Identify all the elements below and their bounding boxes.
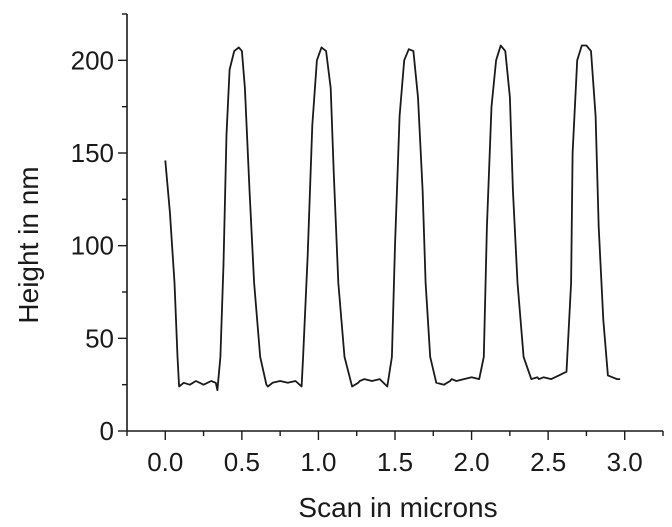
x-tick-label: 3.0 bbox=[607, 447, 643, 477]
y-tick-label: 100 bbox=[71, 231, 114, 261]
y-axis: 0 50 100 150 200 bbox=[71, 13, 128, 446]
x-axis-title: Scan in microns bbox=[298, 492, 497, 523]
y-tick-label: 200 bbox=[71, 45, 114, 75]
x-tick-label: 0.5 bbox=[224, 447, 260, 477]
y-tick-label: 150 bbox=[71, 138, 114, 168]
x-tick-label: 2.0 bbox=[453, 447, 489, 477]
y-tick-label: 0 bbox=[100, 416, 114, 446]
x-tick-label: 2.5 bbox=[530, 447, 566, 477]
x-tick-label: 1.0 bbox=[300, 447, 336, 477]
x-axis: 0.0 0.5 1.0 1.5 2.0 2.5 3.0 bbox=[126, 430, 664, 477]
series-layer bbox=[164, 44, 621, 392]
y-tick-label: 50 bbox=[85, 323, 114, 353]
x-tick-label: 0.0 bbox=[147, 447, 183, 477]
height-profile-line bbox=[164, 44, 621, 392]
y-axis-title: Height in nm bbox=[13, 166, 44, 323]
x-tick-label: 1.5 bbox=[377, 447, 413, 477]
